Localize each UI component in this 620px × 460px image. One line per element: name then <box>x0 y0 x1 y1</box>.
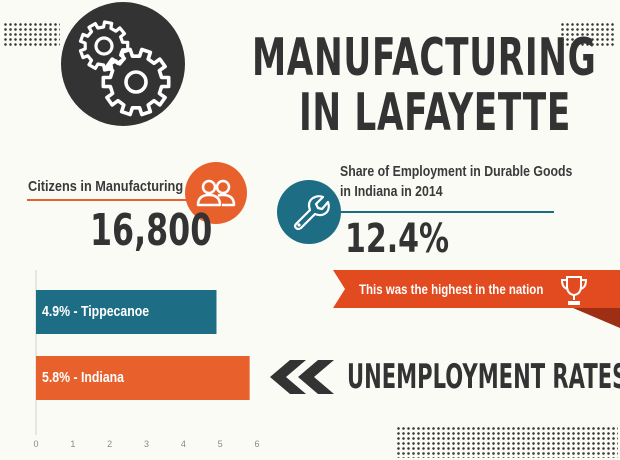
gear-outline <box>101 47 171 117</box>
citizens-value: 16,800 <box>90 205 213 256</box>
bar-indiana <box>36 356 250 400</box>
unemployment-heading: UNEMPLOYMENT RATES <box>347 357 620 397</box>
double-chevron-left-icon <box>270 360 340 394</box>
page-title: MANUFACTURING IN LAFAYETTE <box>252 28 612 143</box>
bar-tippecanoe <box>36 290 217 334</box>
unemployment-chart: 0 1 2 3 4 5 6 4.9% - Tippecanoe 5.8% - Indiana <box>0 270 270 460</box>
wrench-icon <box>277 180 341 244</box>
people-icon <box>185 162 247 224</box>
x-tick-label: 0 <box>33 439 38 449</box>
bar-label-tippecanoe: 4.9% - Tippecanoe <box>42 303 150 320</box>
dot-pattern-top-right <box>560 22 615 48</box>
citizens-underline <box>27 199 207 201</box>
trophy-icon <box>559 274 589 306</box>
gears-icon <box>61 2 185 126</box>
x-tick-label: 4 <box>181 439 186 449</box>
x-tick-label: 3 <box>144 439 149 449</box>
x-tick-label: 1 <box>70 439 75 449</box>
title-line-1: MANUFACTURING <box>252 28 597 88</box>
dot-pattern-top-left <box>3 22 60 46</box>
title-line-2: IN LAFAYETTE <box>299 83 571 143</box>
share-value: 12.4% <box>345 216 450 262</box>
gear-hole <box>94 36 114 56</box>
dot-pattern-bottom-right <box>396 426 618 458</box>
citizens-label: Citizens in Manufacturing <box>28 178 184 195</box>
share-label: Share of Employment in Durable Goods in … <box>340 163 573 200</box>
x-tick-label: 2 <box>107 439 112 449</box>
bar-label-indiana: 5.8% - Indiana <box>42 369 125 386</box>
x-tick-label: 6 <box>254 439 259 449</box>
share-underline <box>340 211 554 213</box>
banner-text: This was the highest in the nation <box>359 281 544 297</box>
highest-banner: This was the highest in the nation <box>333 268 620 328</box>
gear-hole <box>124 70 148 94</box>
x-tick-label: 5 <box>218 439 223 449</box>
